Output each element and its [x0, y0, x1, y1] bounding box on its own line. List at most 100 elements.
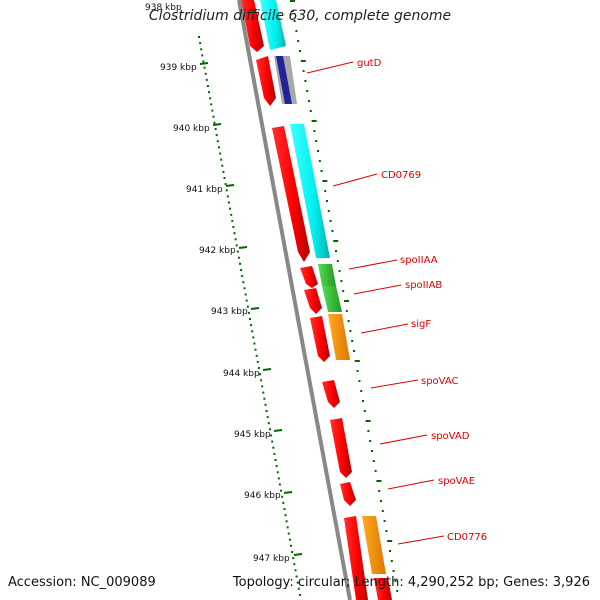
tick-mark — [259, 373, 261, 376]
tick-mark — [282, 501, 285, 504]
gene-tick-mark — [304, 80, 307, 82]
tick-mark — [212, 115, 215, 118]
tick-mark — [261, 385, 264, 388]
tick-mark — [230, 213, 233, 216]
tick-mark — [256, 360, 259, 363]
gene-block-orange — [362, 516, 386, 574]
tick-mark — [264, 403, 267, 406]
tick-mark — [226, 195, 229, 198]
gene-block-red — [256, 56, 276, 106]
tick-mark — [240, 269, 243, 271]
gene-tick-mark — [358, 380, 361, 382]
tick-mark — [204, 72, 207, 75]
gene-tick-mark — [394, 580, 397, 582]
gene-tick-mark — [362, 400, 364, 402]
tick-mark — [293, 563, 296, 566]
tick-mark — [246, 305, 249, 308]
gene-tick-mark — [309, 110, 312, 112]
gene-tick-mark — [380, 500, 382, 502]
tick-mark — [218, 146, 220, 149]
tick-mark — [215, 134, 218, 137]
tick-mark — [276, 471, 279, 474]
tick-mark — [245, 299, 248, 302]
major-tick — [273, 429, 283, 432]
tick-mark — [231, 219, 234, 222]
gene-label-spovae[interactable]: spoVAE — [438, 476, 475, 487]
tick-mark — [257, 367, 260, 369]
gene-tick-mark — [322, 180, 328, 182]
gene-label-spoiiaa[interactable]: spoIIAA — [400, 255, 438, 266]
tick-mark — [213, 121, 216, 124]
tick-mark — [220, 158, 223, 161]
tick-mark — [253, 342, 256, 345]
gene-block-red — [344, 516, 368, 600]
gene-tick-mark — [313, 130, 316, 132]
tick-mark — [211, 109, 214, 112]
tick-mark — [280, 489, 282, 492]
tick-mark — [199, 42, 202, 45]
tick-mark — [232, 226, 235, 228]
tick-mark — [208, 91, 210, 94]
gene-label-sigf[interactable]: sigF — [411, 319, 431, 330]
gene-tick-mark — [320, 170, 323, 172]
tick-mark — [222, 170, 225, 173]
gene-tick-mark — [363, 410, 366, 412]
gene-tick-mark — [297, 40, 300, 42]
tick-mark — [290, 544, 292, 547]
gene-label-spovad[interactable]: spoVAD — [431, 431, 470, 442]
gene-tick-mark — [372, 460, 375, 462]
tick-mark — [229, 207, 231, 210]
gene-tick-mark — [324, 190, 327, 192]
gene-tick-mark — [338, 270, 341, 272]
gene-block-cyan — [290, 124, 330, 258]
gene-block-red — [322, 380, 340, 408]
tick-label: 946 kbp — [244, 491, 281, 501]
tick-mark — [202, 60, 205, 63]
gene-tick-mark — [367, 430, 370, 432]
gene-tick-mark — [378, 490, 381, 492]
gene-label-spovac[interactable]: spoVAC — [421, 376, 459, 387]
gene-label-spoiiab[interactable]: spoIIAB — [405, 280, 442, 291]
tick-mark — [287, 532, 290, 535]
gene-label-gutd[interactable]: gutD — [357, 58, 382, 69]
accession-text: Accession: NC_009089 — [8, 575, 156, 590]
tick-mark — [275, 465, 278, 468]
tick-mark — [272, 446, 275, 449]
tick-mark — [267, 422, 270, 425]
gene-tick-mark — [387, 540, 393, 542]
tick-mark — [266, 416, 269, 419]
gene-tick-mark — [351, 340, 354, 342]
gene-tick-mark — [347, 320, 350, 322]
gene-block-red — [310, 316, 330, 362]
tick-mark — [200, 48, 203, 51]
gene-label-cd0769[interactable]: CD0769 — [381, 170, 421, 181]
tick-mark — [250, 324, 253, 327]
gene-block-blue — [276, 56, 292, 104]
tick-mark — [234, 238, 237, 241]
gene-tick-mark — [318, 160, 321, 162]
tick-mark — [263, 397, 266, 400]
gene-tick-mark — [389, 550, 391, 552]
tick-track — [198, 36, 303, 596]
gene-tick-mark — [315, 140, 318, 142]
gene-tick-mark — [381, 510, 384, 512]
tick-label: 947 kbp — [253, 554, 290, 564]
gene-block-cyan — [260, 0, 286, 50]
gene-tick-mark — [376, 480, 382, 482]
major-tick — [238, 246, 248, 249]
gene-tick-mark — [329, 220, 332, 222]
tick-mark — [274, 459, 277, 461]
tick-mark — [203, 66, 206, 69]
gene-tick-mark — [354, 360, 360, 362]
tick-mark — [205, 78, 208, 81]
gene-tick-mark — [369, 440, 372, 442]
gene-block-green — [322, 286, 342, 312]
tick-mark — [254, 348, 257, 351]
tick-mark — [271, 440, 274, 443]
gene-label-cd0776[interactable]: CD0776 — [447, 532, 487, 543]
gene-tick-mark — [300, 60, 306, 62]
tick-mark — [291, 551, 294, 553]
tick-mark — [241, 275, 244, 278]
major-tick — [293, 553, 303, 556]
gene-tick-track — [290, 0, 399, 592]
